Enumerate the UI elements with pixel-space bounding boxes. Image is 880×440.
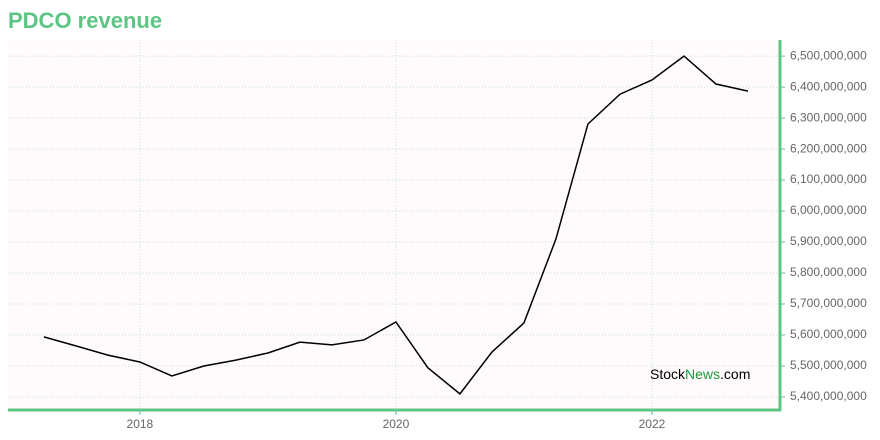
watermark-part: News [685, 366, 720, 382]
y-tick-label: 5,500,000,000 [790, 358, 867, 372]
y-tick-label: 6,300,000,000 [790, 110, 867, 124]
y-tick-label: 5,400,000,000 [790, 389, 867, 403]
y-tick-label: 5,600,000,000 [790, 327, 867, 341]
watermark-part: .com [720, 366, 750, 382]
y-tick-label: 5,700,000,000 [790, 296, 867, 310]
y-tick-label: 6,500,000,000 [790, 48, 867, 62]
x-tick-label: 2018 [127, 417, 154, 431]
y-tick-label: 6,100,000,000 [790, 172, 867, 186]
y-tick-label: 6,000,000,000 [790, 203, 867, 217]
y-tick-label: 5,900,000,000 [790, 234, 867, 248]
y-tick-label: 6,200,000,000 [790, 141, 867, 155]
y-tick-label: 5,800,000,000 [790, 265, 867, 279]
x-tick-label: 2020 [383, 417, 410, 431]
watermark: StockNews.com [650, 366, 750, 382]
x-tick-label: 2022 [639, 417, 666, 431]
line-series [43, 55, 749, 395]
watermark-part: Stock [650, 366, 686, 382]
plot-area [8, 40, 780, 410]
chart-title: PDCO revenue [8, 8, 162, 33]
y-tick-label: 6,400,000,000 [790, 79, 867, 93]
